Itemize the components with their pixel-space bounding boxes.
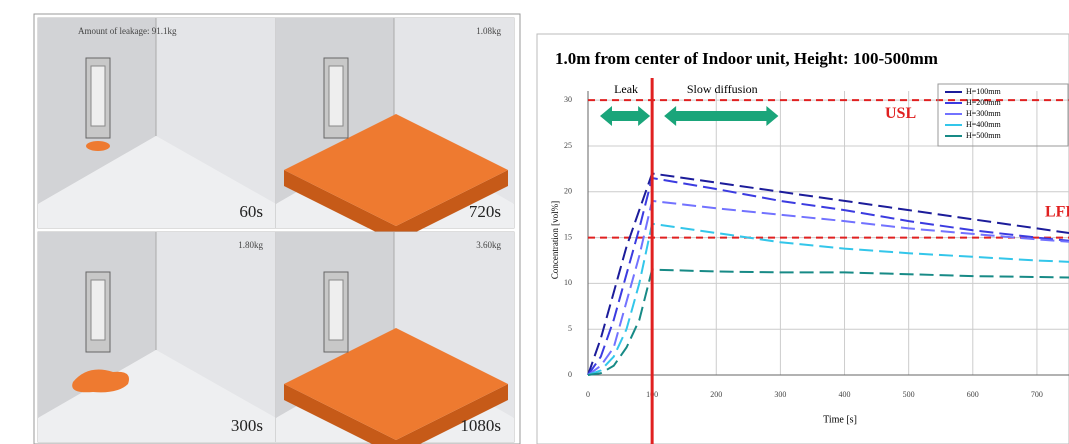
render-time: 300s bbox=[231, 416, 263, 435]
unit-inner bbox=[328, 65, 344, 127]
legend-label: H=400mm bbox=[966, 120, 1002, 129]
x-axis-label: Time [s] bbox=[823, 414, 857, 425]
unit-inner bbox=[328, 279, 344, 341]
threshold-label: LFL bbox=[1045, 203, 1069, 220]
render-time: 1080s bbox=[460, 416, 501, 435]
y-tick-label: 5 bbox=[568, 324, 572, 333]
legend-label: H=100mm bbox=[966, 87, 1002, 96]
y-tick-label: 0 bbox=[568, 370, 572, 379]
slab-top bbox=[284, 328, 508, 440]
x-tick-label: 300 bbox=[774, 390, 786, 399]
phase-label: Slow diffusion bbox=[687, 82, 758, 96]
series-line bbox=[587, 222, 1069, 376]
series-line bbox=[587, 268, 1069, 376]
puddle bbox=[86, 141, 110, 151]
series-line bbox=[587, 172, 1069, 376]
unit-inner bbox=[90, 279, 106, 341]
phase-label: Leak bbox=[614, 82, 638, 96]
render-cell: 1.80kg 300s bbox=[37, 231, 277, 443]
x-tick-label: 0 bbox=[586, 390, 590, 399]
x-tick-label: 200 bbox=[710, 390, 722, 399]
render-time: 720s bbox=[469, 202, 501, 221]
right-wall bbox=[156, 18, 276, 204]
right-wall bbox=[156, 232, 276, 418]
render-cell: 3.60kg 1080s bbox=[275, 231, 515, 444]
y-tick-label: 25 bbox=[564, 141, 572, 150]
phase-arrow bbox=[600, 106, 651, 126]
phase-arrow bbox=[664, 106, 779, 126]
render-note: Amount of leakage: 91.1kg bbox=[78, 26, 177, 36]
chart-frame bbox=[536, 33, 1069, 444]
x-tick-label: 500 bbox=[903, 390, 915, 399]
y-axis-label: Concentration [vol%] bbox=[550, 201, 560, 279]
puddle bbox=[72, 369, 129, 393]
legend-box bbox=[937, 83, 1069, 147]
render-note: 3.60kg bbox=[476, 240, 501, 250]
y-tick-label: 30 bbox=[564, 95, 572, 104]
slab-side bbox=[284, 170, 508, 242]
render-note: 1.08kg bbox=[476, 26, 501, 36]
legend-label: H=500mm bbox=[966, 131, 1002, 140]
render-cell: 1.08kg 720s bbox=[275, 17, 515, 242]
series-line bbox=[587, 176, 1069, 376]
chart-title: 1.0m from center of Indoor unit, Height:… bbox=[555, 49, 938, 68]
legend-label: H=300mm bbox=[966, 109, 1002, 118]
slab-top bbox=[284, 114, 508, 226]
render-time: 60s bbox=[239, 202, 263, 221]
y-tick-label: 15 bbox=[564, 232, 572, 241]
unit-inner bbox=[90, 65, 106, 127]
legend-label: H=200mm bbox=[966, 98, 1002, 107]
render-cell: Amount of leakage: 91.1kg 60s bbox=[37, 17, 277, 229]
x-tick-label: 700 bbox=[1031, 390, 1043, 399]
floor bbox=[38, 350, 276, 442]
floor bbox=[38, 136, 276, 228]
y-tick-label: 10 bbox=[564, 278, 572, 287]
threshold-label: USL bbox=[885, 105, 916, 122]
right-wall bbox=[394, 18, 514, 204]
x-tick-label: 600 bbox=[967, 390, 979, 399]
x-tick-label: 400 bbox=[839, 390, 851, 399]
render-note: 1.80kg bbox=[238, 240, 263, 250]
slab-side bbox=[284, 384, 508, 444]
series-line bbox=[587, 199, 1069, 376]
right-wall bbox=[394, 232, 514, 418]
y-tick-label: 20 bbox=[564, 187, 572, 196]
